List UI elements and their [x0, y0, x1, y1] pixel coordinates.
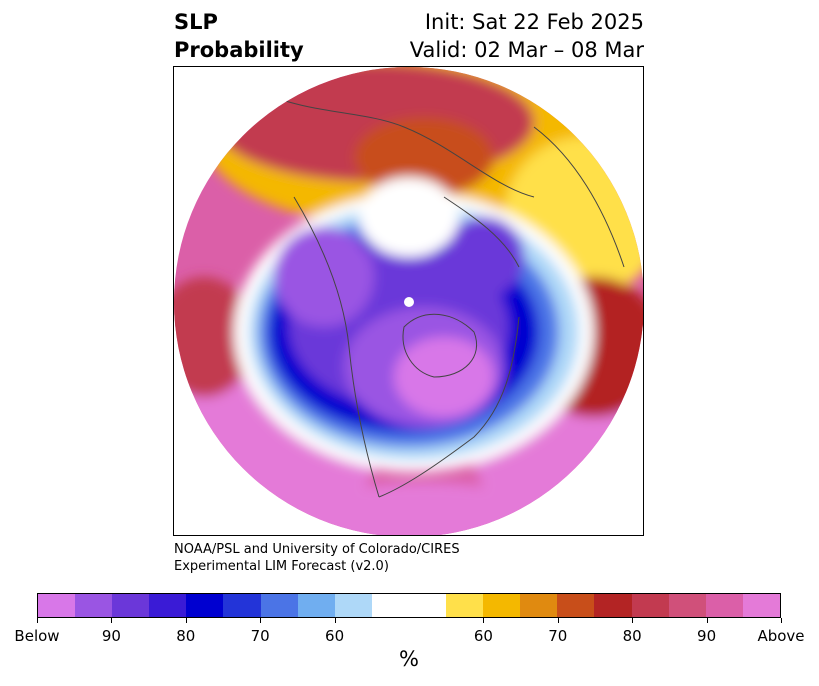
colorbar-tick-mark	[334, 618, 336, 623]
colorbar-cell	[260, 594, 298, 617]
colorbar-tick-label: Above	[757, 627, 805, 645]
title-right: Init: Sat 22 Feb 2025 Valid: 02 Mar – 08…	[410, 8, 644, 64]
colorbar-tick-mark	[781, 618, 782, 623]
colorbar-cell	[668, 594, 706, 617]
colorbar-tick-label: 80	[176, 627, 196, 645]
colorbar-tick-mark	[483, 618, 485, 623]
init-date: Init: Sat 22 Feb 2025	[424, 10, 644, 34]
colorbar-cell	[186, 594, 224, 617]
colorbar-tick-mark	[185, 618, 187, 623]
colorbar-cell	[149, 594, 187, 617]
colorbar-cell	[75, 594, 113, 617]
colorbar-tick-label: Below	[14, 627, 60, 645]
colorbar-tick-label: 80	[622, 627, 642, 645]
title-variable-line2: Probability	[174, 38, 304, 62]
valid-range: Valid: 02 Mar – 08 Mar	[409, 38, 644, 62]
polar-map	[174, 67, 643, 535]
colorbar-cell	[297, 594, 335, 617]
colorbar-cell	[371, 594, 409, 617]
colorbar-tick-label: 70	[548, 627, 568, 645]
colorbar-cell	[742, 594, 780, 617]
colorbar-tick-label: 60	[325, 627, 345, 645]
colorbar-cell	[334, 594, 372, 617]
colorbar-cell	[446, 594, 484, 617]
coastlines	[233, 76, 625, 498]
title-variable-line1: SLP	[174, 10, 218, 34]
colorbar-tick-label: 90	[697, 627, 717, 645]
colorbar-tick-mark	[706, 618, 708, 623]
colorbar-unit: %	[399, 647, 419, 671]
credit-line1: NOAA/PSL and University of Colorado/CIRE…	[174, 542, 460, 557]
colorbar-tick-label: 60	[473, 627, 493, 645]
colorbar-cell	[520, 594, 558, 617]
colorbar-cell	[705, 594, 743, 617]
title-left: SLP Probability	[174, 8, 304, 64]
colorbar-cell	[631, 594, 669, 617]
colorbar-tick-mark	[632, 618, 634, 623]
colorbar-cell	[223, 594, 261, 617]
colorbar	[37, 593, 781, 618]
credit-line2: Experimental LIM Forecast (v2.0)	[174, 559, 389, 574]
colorbar-tick-mark	[37, 618, 38, 623]
colorbar-cell	[557, 594, 595, 617]
colorbar-cell	[38, 594, 76, 617]
colorbar-tick-mark	[111, 618, 113, 623]
colorbar-cell	[594, 594, 632, 617]
colorbar-cell	[112, 594, 150, 617]
credit: NOAA/PSL and University of Colorado/CIRE…	[174, 541, 460, 575]
colorbar-tick-label: 70	[250, 627, 270, 645]
colorbar-tick-mark	[557, 618, 559, 623]
colorbar-cell	[483, 594, 521, 617]
probability-field	[174, 67, 643, 535]
colorbar-cell	[408, 594, 447, 617]
colorbar-tick-mark	[260, 618, 262, 623]
colorbar-tick-label: 90	[101, 627, 121, 645]
map-panel	[173, 66, 644, 536]
